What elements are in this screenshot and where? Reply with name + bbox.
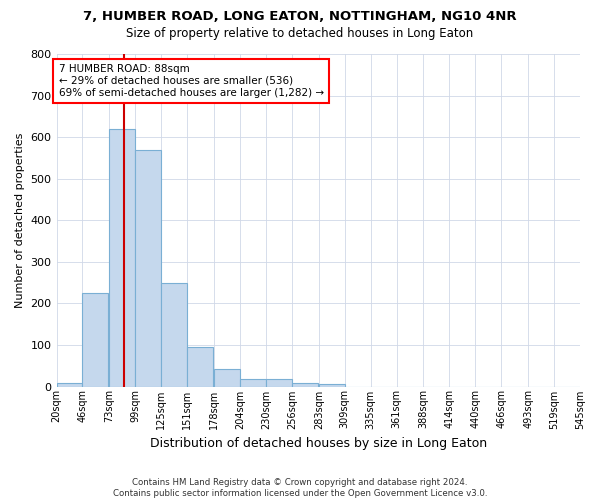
Bar	[214, 369, 240, 386]
Bar	[161, 282, 187, 387]
Y-axis label: Number of detached properties: Number of detached properties	[15, 132, 25, 308]
Bar	[319, 384, 344, 386]
Bar	[109, 129, 136, 386]
Text: 7, HUMBER ROAD, LONG EATON, NOTTINGHAM, NG10 4NR: 7, HUMBER ROAD, LONG EATON, NOTTINGHAM, …	[83, 10, 517, 23]
Bar	[136, 150, 161, 386]
Bar	[240, 380, 266, 386]
Text: 7 HUMBER ROAD: 88sqm
← 29% of detached houses are smaller (536)
69% of semi-deta: 7 HUMBER ROAD: 88sqm ← 29% of detached h…	[59, 64, 323, 98]
X-axis label: Distribution of detached houses by size in Long Eaton: Distribution of detached houses by size …	[150, 437, 487, 450]
Text: Size of property relative to detached houses in Long Eaton: Size of property relative to detached ho…	[127, 28, 473, 40]
Bar	[292, 383, 318, 386]
Bar	[56, 383, 82, 386]
Bar	[82, 293, 109, 386]
Text: Contains HM Land Registry data © Crown copyright and database right 2024.
Contai: Contains HM Land Registry data © Crown c…	[113, 478, 487, 498]
Bar	[266, 380, 292, 386]
Bar	[187, 347, 213, 387]
